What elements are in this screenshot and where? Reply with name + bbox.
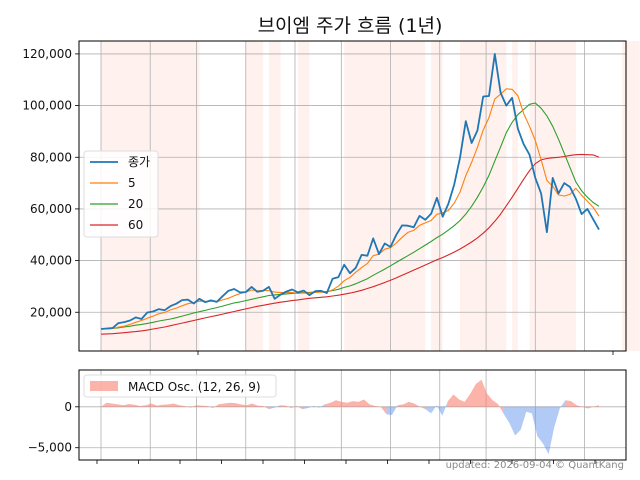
shaded-period bbox=[512, 41, 518, 351]
chart-title: 브이엠 주가 흐름 (1년) bbox=[258, 15, 443, 37]
shaded-period bbox=[245, 41, 264, 351]
macd-frame bbox=[78, 369, 627, 461]
legend-label: MACD Osc. (12, 26, 9) bbox=[128, 380, 261, 394]
macd-positive-area bbox=[296, 406, 303, 410]
macd-negative-area bbox=[268, 406, 275, 410]
series-line bbox=[100, 53, 600, 330]
macd-positive-area bbox=[419, 406, 426, 410]
shaded-period bbox=[529, 41, 576, 351]
footer-text: updated: 2026-09-04 © QuantKang bbox=[446, 460, 624, 471]
macd-negative-area bbox=[308, 406, 320, 408]
macd-legend bbox=[83, 374, 277, 398]
shaded-period bbox=[622, 41, 640, 351]
macd-positive-area bbox=[285, 405, 297, 408]
macd-positive-area bbox=[380, 406, 387, 415]
macd-negative-area bbox=[442, 401, 448, 416]
price-legend bbox=[83, 150, 159, 238]
macd-negative-area bbox=[319, 404, 325, 408]
shaded-period bbox=[344, 41, 426, 351]
macd-positive-area bbox=[280, 405, 286, 407]
y-tick-label: 0 bbox=[64, 400, 72, 414]
price-axes: 20,000 40,000 60,000 80,000 100,000 120,000 종가… bbox=[22, 40, 640, 355]
y-tick-label: 80,000 bbox=[30, 150, 72, 164]
macd-negative-area bbox=[274, 405, 281, 408]
macd-negative-area bbox=[559, 400, 566, 409]
macd-positive-area bbox=[324, 399, 381, 407]
macd-negative-area bbox=[503, 406, 560, 455]
macd-positive-area bbox=[263, 406, 269, 410]
macd-positive-area bbox=[582, 405, 599, 409]
y-tick-label: −5,000 bbox=[28, 441, 72, 455]
macd-positive-area bbox=[565, 400, 583, 407]
macd-axes: −5,000 0 MACD Osc. (12, 26, 9) bbox=[28, 369, 627, 464]
macd-negative-area bbox=[302, 406, 308, 410]
shaded-period bbox=[431, 41, 443, 351]
y-tick-label: 20,000 bbox=[30, 305, 72, 319]
y-tick-label: 40,000 bbox=[30, 254, 72, 268]
macd-positive-area bbox=[498, 404, 504, 415]
y-tick-label: 60,000 bbox=[30, 202, 72, 216]
price-frame bbox=[78, 40, 627, 352]
macd-positive-area bbox=[397, 401, 420, 407]
macd-positive-area bbox=[207, 402, 264, 408]
legend-label: 60 bbox=[128, 218, 143, 232]
macd-negative-area bbox=[392, 405, 398, 415]
series-line bbox=[100, 153, 600, 335]
macd-positive-area bbox=[184, 405, 208, 408]
macd-positive-area bbox=[101, 402, 185, 407]
macd-negative-area bbox=[386, 406, 392, 415]
macd-positive-area bbox=[447, 379, 499, 407]
shaded-period bbox=[460, 41, 507, 351]
y-tick-label: 100,000 bbox=[22, 99, 72, 113]
legend-label: 20 bbox=[128, 197, 143, 211]
macd-negative-area bbox=[431, 405, 443, 416]
legend-label: 5 bbox=[128, 176, 136, 190]
shaded-period bbox=[297, 41, 310, 351]
y-tick-label: 120,000 bbox=[22, 47, 72, 61]
legend-swatch bbox=[90, 381, 118, 391]
series-line bbox=[100, 88, 600, 330]
shaded-period bbox=[268, 41, 281, 351]
legend-label: 종가 bbox=[128, 155, 150, 169]
macd-negative-area bbox=[425, 406, 432, 414]
